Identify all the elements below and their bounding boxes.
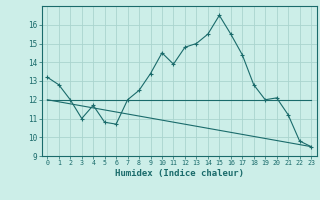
X-axis label: Humidex (Indice chaleur): Humidex (Indice chaleur) xyxy=(115,169,244,178)
